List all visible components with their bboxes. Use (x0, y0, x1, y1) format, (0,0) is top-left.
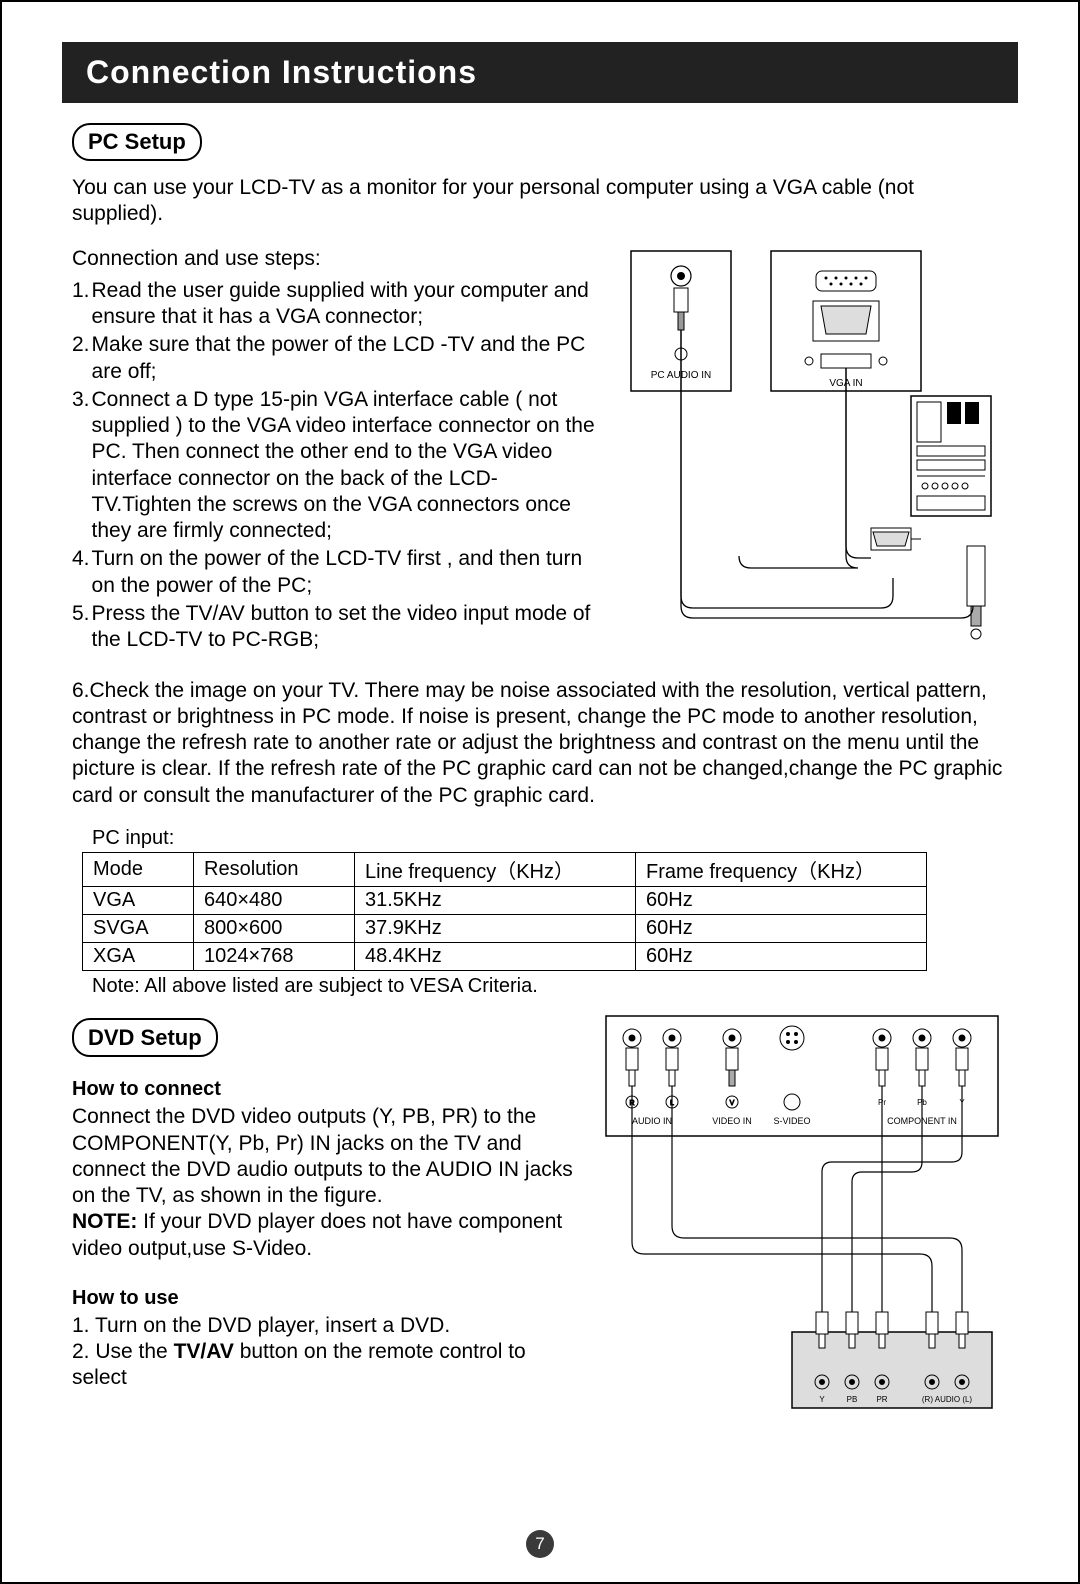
step-6: 6.Check the image on your TV. There may … (72, 678, 1008, 809)
pc-setup-heading: PC Setup (72, 123, 202, 161)
use-step-1: 1. Turn on the DVD player, insert a DVD. (72, 1313, 576, 1339)
use-step-2: 2. Use the TV/AV button on the remote co… (72, 1339, 576, 1392)
svg-text:PR: PR (877, 1395, 888, 1404)
svideo-label: S-VIDEO (774, 1116, 811, 1126)
pc-setup-steps: Connection and use steps: 1.Read the use… (72, 246, 595, 676)
table-row: VGA 640×480 31.5KHz 60Hz (83, 886, 927, 914)
manual-page: Connection Instructions PC Setup You can… (0, 0, 1080, 1584)
video-in-label: VIDEO IN (712, 1116, 752, 1126)
step-4: Turn on the power of the LCD-TV first , … (90, 546, 595, 599)
page-title: Connection Instructions (86, 54, 477, 90)
svg-text:(R) AUDIO (L): (R) AUDIO (L) (922, 1395, 973, 1404)
steps-title: Connection and use steps: (72, 246, 595, 272)
dvd-setup-text: DVD Setup How to connect Connect the DVD… (72, 1012, 576, 1412)
dvd-setup-heading: DVD Setup (72, 1018, 218, 1058)
col-resolution: Resolution (194, 852, 355, 886)
svg-text:Y: Y (819, 1395, 825, 1404)
table-row: SVGA 800×600 37.9KHz 60Hz (83, 914, 927, 942)
step-3: Connect a D type 15-pin VGA interface ca… (90, 387, 595, 545)
dvd-diagram-svg: R L V AUDIO IN VIDEO IN S-VIDEO Pr Pb Y … (602, 1012, 1002, 1412)
pc-input-label: PC input: (92, 827, 1018, 850)
col-line-freq: Line frequency（KHz） (355, 852, 636, 886)
step-1: Read the user guide supplied with your c… (90, 278, 595, 331)
pc-setup-intro: You can use your LCD-TV as a monitor for… (72, 175, 1008, 228)
how-to-connect-heading: How to connect (72, 1077, 576, 1102)
pc-input-table: Mode Resolution Line frequency（KHz） Fram… (82, 852, 927, 971)
how-to-connect-text: Connect the DVD video outputs (Y, PB, PR… (72, 1104, 576, 1209)
page-number: 7 (526, 1530, 554, 1558)
pc-setup-diagram: PC AUDIO IN VGA IN (615, 246, 1008, 676)
svg-text:V: V (730, 1100, 735, 1107)
table-row: XGA 1024×768 48.4KHz 60Hz (83, 942, 927, 970)
step-5: Press the TV/AV button to set the video … (90, 601, 595, 654)
step-2: Make sure that the power of the LCD -TV … (90, 332, 595, 385)
pc-diagram-svg: PC AUDIO IN VGA IN (621, 246, 1001, 676)
page-title-bar: Connection Instructions (62, 42, 1018, 103)
audio-in-label: AUDIO IN (632, 1116, 672, 1126)
col-frame-freq: Frame frequency（KHz） (636, 852, 927, 886)
table-note: Note: All above listed are subject to VE… (92, 975, 1018, 998)
svg-text:PB: PB (847, 1395, 858, 1404)
pc-setup-columns: Connection and use steps: 1.Read the use… (72, 246, 1008, 676)
table-header-row: Mode Resolution Line frequency（KHz） Fram… (83, 852, 927, 886)
how-to-use-heading: How to use (72, 1286, 576, 1311)
col-mode: Mode (83, 852, 194, 886)
dvd-setup-row: DVD Setup How to connect Connect the DVD… (72, 1012, 1008, 1412)
dvd-setup-diagram: R L V AUDIO IN VIDEO IN S-VIDEO Pr Pb Y … (596, 1012, 1008, 1412)
dvd-note: NOTE: If your DVD player does not have c… (72, 1209, 576, 1262)
